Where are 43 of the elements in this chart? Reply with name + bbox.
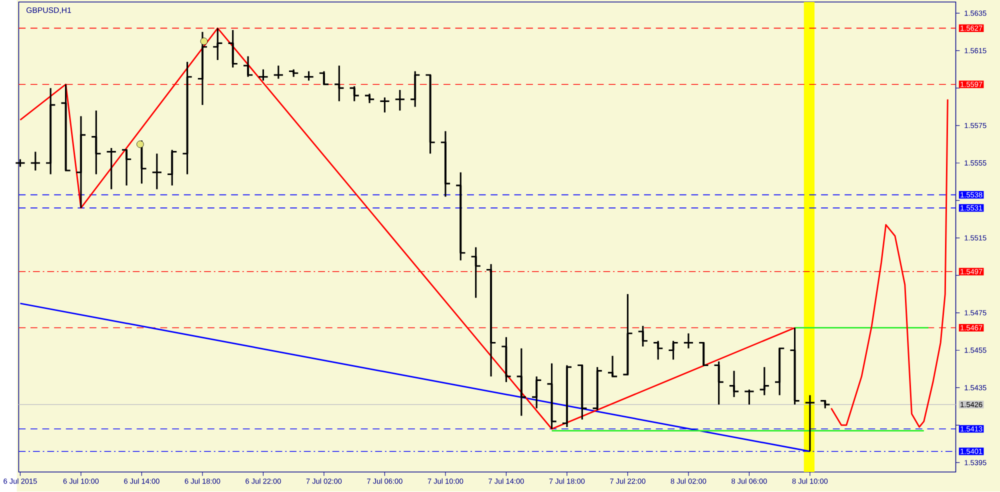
candlestick [744,388,755,406]
candlestick [789,327,800,406]
candlestick [90,110,102,176]
candlestick [303,70,314,82]
candlestick [728,370,740,398]
candlestick [440,130,451,198]
candlestick [394,89,406,112]
candlestick [182,61,193,176]
candlestick [531,376,542,410]
candlestick [14,158,26,168]
candlestick [455,172,466,262]
candlestick [592,366,603,412]
candlestick [379,96,390,114]
candlestick [212,28,224,61]
candlestick [76,116,86,209]
candlestick [106,147,117,190]
candlestick [258,68,269,82]
candlestick [30,151,41,172]
candlestick [152,153,162,190]
candlestick [500,336,512,384]
candlestick [638,325,648,348]
candlestick [242,56,254,78]
candlestick [334,65,344,102]
candlestick [652,340,664,361]
candlestick [470,246,482,299]
candlestick [486,264,496,378]
candlestick [410,70,420,108]
candlestick [713,360,724,406]
candlestick [683,332,694,350]
candlestick [546,362,558,430]
candlestick [562,364,572,428]
candlestick [364,93,375,104]
candlestick [668,340,679,361]
candlestick [516,348,527,417]
candlestick [804,394,816,452]
candlestick [166,149,178,186]
candlestick [698,342,709,366]
candlestick [197,31,208,106]
candlestick [45,87,56,176]
candlestick [228,29,238,68]
candlestick [759,366,770,396]
candlestick [273,65,284,80]
candlestick [348,86,360,102]
